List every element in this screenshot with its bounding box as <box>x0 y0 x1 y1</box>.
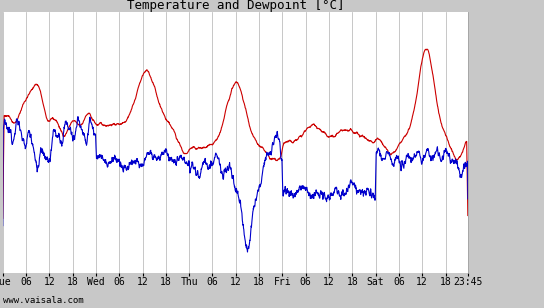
Text: www.vaisala.com: www.vaisala.com <box>3 296 83 305</box>
Title: Temperature and Dewpoint [°C]: Temperature and Dewpoint [°C] <box>127 0 344 12</box>
